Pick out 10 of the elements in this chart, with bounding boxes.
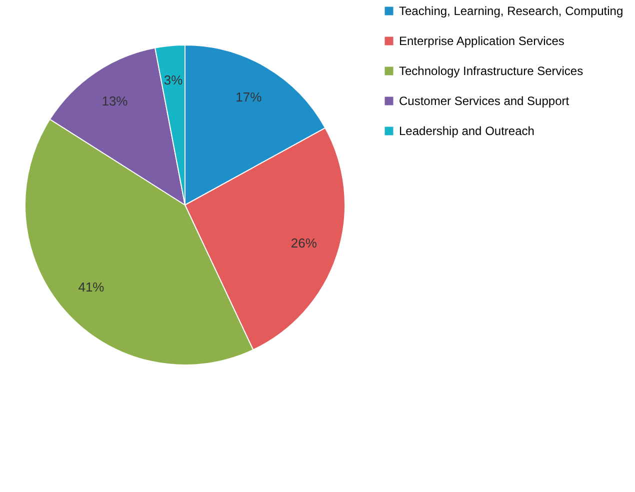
- data-label: 3%: [164, 72, 184, 88]
- legend-label: Teaching, Learning, Research, Computing: [399, 4, 624, 18]
- data-label: 41%: [78, 280, 105, 295]
- legend-label: Technology Infrastructure Services: [399, 64, 584, 78]
- legend-label: Leadership and Outreach: [399, 124, 534, 138]
- legend-label: Enterprise Application Services: [399, 34, 564, 48]
- data-label: 26%: [290, 236, 318, 251]
- data-label: 13%: [102, 94, 128, 109]
- data-label: 17%: [236, 89, 262, 104]
- legend-label: Customer Services and Support: [399, 94, 570, 108]
